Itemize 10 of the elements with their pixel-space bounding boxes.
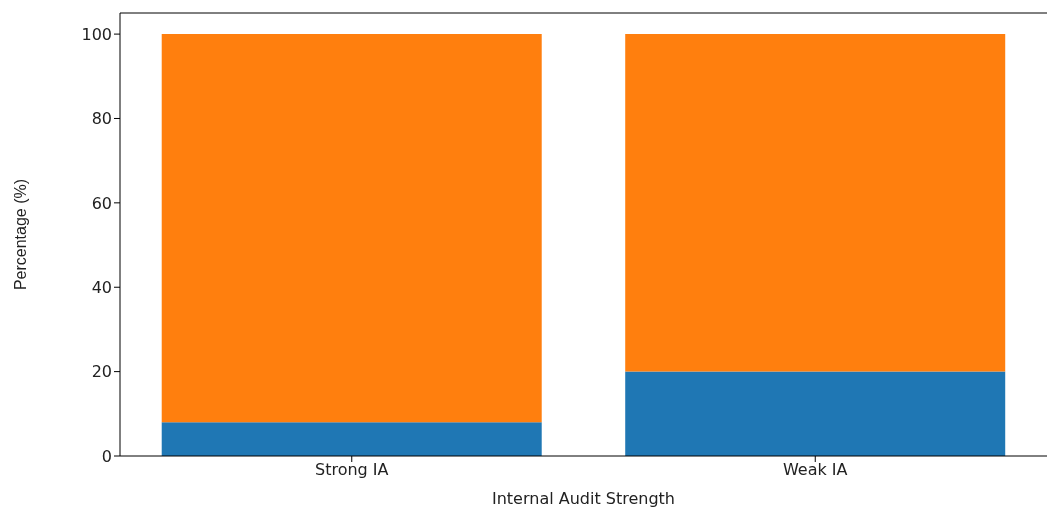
- x-tick-label: Weak IA: [782, 460, 848, 480]
- y-tick-label: 40: [91, 277, 112, 297]
- y-tick-label: 80: [91, 109, 112, 129]
- y-tick-label: 20: [91, 362, 112, 382]
- x-axis-title: Internal Audit Strength: [491, 489, 676, 508]
- y-tick-label: 60: [91, 193, 112, 213]
- x-tick-label: Strong IA: [315, 460, 389, 480]
- y-axis-title: Percentage (%): [11, 178, 29, 291]
- y-tick-label: 100: [81, 24, 112, 44]
- y-tick-label: 0: [101, 446, 112, 466]
